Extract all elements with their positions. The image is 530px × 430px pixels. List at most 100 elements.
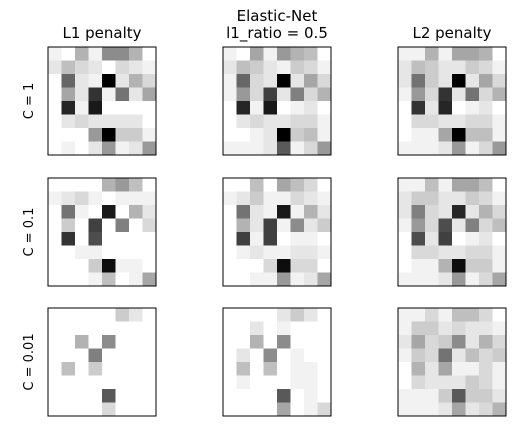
heatmap-cell [398, 375, 412, 390]
heatmap-cell [236, 114, 251, 129]
heatmap-cell [88, 402, 103, 417]
heatmap-cell [479, 259, 493, 273]
heatmap-cell [317, 259, 332, 273]
heatmap-cell [398, 259, 412, 273]
heatmap-cell [48, 191, 62, 206]
heatmap-cell [492, 178, 507, 192]
heatmap-cell [88, 308, 103, 322]
heatmap-cell [142, 308, 157, 322]
heatmap-cell [290, 375, 305, 390]
heatmap-cell [115, 232, 130, 246]
heatmap-cell [290, 60, 305, 75]
heatmap-cell [317, 101, 332, 115]
heatmap-cell [465, 335, 480, 349]
heatmap-cell [492, 362, 507, 376]
heatmap-cell [479, 141, 493, 156]
heatmap-cell [425, 191, 439, 206]
heatmap-cell [75, 141, 89, 156]
heatmap-cell [438, 141, 453, 156]
heatmap-cell [75, 218, 89, 233]
heatmap-cell [304, 101, 318, 115]
heatmap-cell [115, 101, 130, 115]
heatmap-cell [61, 74, 76, 88]
heatmap-cell [223, 348, 237, 363]
heatmap-cell [277, 47, 291, 61]
heatmap-cell [317, 87, 332, 102]
heatmap-cell [277, 389, 291, 403]
heatmap-cell [465, 60, 480, 75]
heatmap-cell [479, 245, 493, 260]
heatmap-cell [61, 402, 76, 417]
heatmap-cell [102, 178, 116, 192]
heatmap-cell [61, 218, 76, 233]
heatmap-cell [102, 205, 116, 219]
heatmap-cell [236, 178, 251, 192]
panel-frame [397, 177, 507, 287]
heatmap-cell [479, 101, 493, 115]
heatmap-cell [142, 60, 157, 75]
heatmap-cell [48, 348, 62, 363]
heatmap-cell [223, 101, 237, 115]
row-label-c01: C = 0.1 [22, 208, 37, 257]
heatmap-cell [398, 272, 412, 287]
heatmap-cell [492, 128, 507, 142]
heatmap-cell [75, 178, 89, 192]
heatmap-cell [479, 321, 493, 336]
heatmap-cell [61, 128, 76, 142]
heatmap-cell [425, 259, 439, 273]
heatmap-cell [398, 245, 412, 260]
heatmap-cell [236, 60, 251, 75]
heatmap-cell [304, 218, 318, 233]
heatmap-cell [102, 375, 116, 390]
heatmap-cell [88, 335, 103, 349]
heatmap-cell [263, 87, 278, 102]
heatmap-cell [425, 245, 439, 260]
heatmap-cell [277, 128, 291, 142]
heatmap-cell [411, 141, 426, 156]
heatmap-panel-c1-l2 [397, 46, 507, 156]
heatmap-cell [492, 47, 507, 61]
heatmap-cell [438, 362, 453, 376]
heatmap-cell [425, 114, 439, 129]
heatmap-cell [250, 101, 264, 115]
heatmap-cell [61, 389, 76, 403]
heatmap-cell [263, 245, 278, 260]
heatmap-cell [425, 402, 439, 417]
heatmap-cell [290, 308, 305, 322]
heatmap-cell [75, 245, 89, 260]
heatmap-cell [142, 178, 157, 192]
heatmap-panel-c001-elasticnet [222, 307, 332, 417]
heatmap-cell [223, 245, 237, 260]
heatmap-cell [129, 362, 143, 376]
heatmap-cell [317, 205, 332, 219]
heatmap-cell [236, 141, 251, 156]
heatmap-cell [479, 308, 493, 322]
heatmap-cell [223, 218, 237, 233]
heatmap-cell [290, 205, 305, 219]
heatmap-cell [452, 191, 466, 206]
heatmap-cell [465, 272, 480, 287]
heatmap-cell [223, 114, 237, 129]
heatmap-cell [290, 362, 305, 376]
heatmap-cell [438, 47, 453, 61]
heatmap-cell [304, 245, 318, 260]
heatmap-cell [438, 128, 453, 142]
heatmap-cell [398, 321, 412, 336]
heatmap-cell [277, 205, 291, 219]
heatmap-cell [223, 128, 237, 142]
heatmap-cell [492, 191, 507, 206]
heatmap-cell [465, 308, 480, 322]
heatmap-cell [304, 191, 318, 206]
heatmap-cell [425, 308, 439, 322]
heatmap-cell [438, 114, 453, 129]
heatmap-cell [277, 245, 291, 260]
heatmap-cell [250, 87, 264, 102]
heatmap-cell [277, 402, 291, 417]
heatmap-cell [223, 272, 237, 287]
heatmap-cell [411, 191, 426, 206]
heatmap-cell [236, 335, 251, 349]
heatmap-cell [425, 101, 439, 115]
heatmap-cell [263, 321, 278, 336]
heatmap-cell [88, 87, 103, 102]
heatmap-cell [88, 101, 103, 115]
